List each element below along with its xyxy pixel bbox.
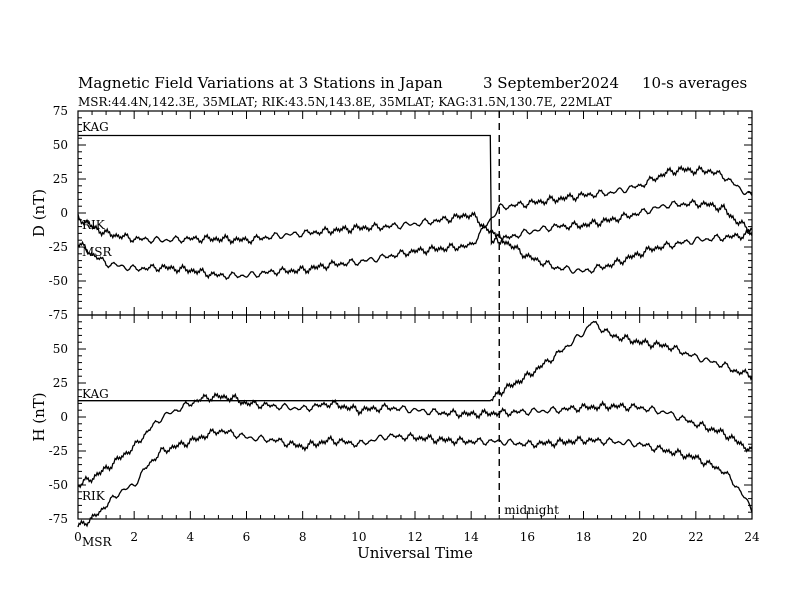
chart-date: 3 September2024 bbox=[483, 74, 619, 92]
x-axis-label: Universal Time bbox=[357, 544, 473, 562]
panel-0: 75 50 25 0 -25 -50 -75 D (nT) KAG RIK MSR bbox=[30, 104, 753, 322]
y-tick-label: -50 bbox=[49, 274, 68, 288]
x-tick-label: 2 bbox=[130, 530, 138, 544]
x-tick-label: 12 bbox=[407, 530, 422, 544]
chart-averaging: 10-s averages bbox=[642, 74, 747, 92]
y-tick-label: -25 bbox=[49, 240, 68, 254]
station-label-kag: KAG bbox=[82, 120, 109, 134]
y-tick-label: 50 bbox=[53, 342, 68, 356]
y-tick-label: 50 bbox=[53, 138, 68, 152]
series-line-kag bbox=[78, 320, 753, 402]
y-axis-label: D (nT) bbox=[30, 189, 48, 237]
station-label-rik: RIK bbox=[82, 489, 106, 503]
x-tick-label: 22 bbox=[688, 530, 703, 544]
x-tick-label: 18 bbox=[576, 530, 591, 544]
x-tick-label: 20 bbox=[632, 530, 647, 544]
x-tick-label: 14 bbox=[464, 530, 480, 544]
chart-title: Magnetic Field Variations at 3 Stations … bbox=[78, 74, 443, 92]
chart-subtitle: MSR:44.4N,142.3E, 35MLAT; RIK:43.5N,143.… bbox=[78, 95, 612, 109]
y-tick-label: -25 bbox=[49, 444, 68, 458]
series-line-msr bbox=[77, 427, 753, 528]
panel-frame bbox=[77, 110, 753, 316]
y-tick-label: 0 bbox=[60, 410, 68, 424]
x-tick-label: 8 bbox=[299, 530, 307, 544]
series-line-kag bbox=[78, 134, 753, 275]
panel-1: 50 25 0 -25 -50 -75 H (nT) KAG RIK MSR bbox=[30, 314, 753, 549]
midnight-label: midnight bbox=[504, 503, 559, 517]
x-tick-label: 16 bbox=[520, 530, 535, 544]
x-tick-label: 6 bbox=[243, 530, 251, 544]
series-line-msr bbox=[77, 164, 753, 281]
station-label-rik: RIK bbox=[82, 218, 106, 232]
x-tick-label: 24 bbox=[744, 530, 760, 544]
y-axis-label: H (nT) bbox=[30, 392, 48, 441]
y-tick-label: -75 bbox=[49, 308, 68, 322]
panels-group: 75 50 25 0 -25 -50 -75 D (nT) KAG RIK MSR 50 25 0 -25 -… bbox=[30, 104, 760, 549]
series-line-rik bbox=[77, 198, 753, 246]
station-label-kag: KAG bbox=[82, 387, 109, 401]
x-tick-label: 4 bbox=[187, 530, 195, 544]
y-tick-label: -75 bbox=[49, 512, 68, 526]
station-label-msr: MSR bbox=[82, 245, 113, 259]
x-tick-label: 0 bbox=[74, 530, 82, 544]
y-tick-label: -50 bbox=[49, 478, 68, 492]
x-tick-label: 10 bbox=[351, 530, 366, 544]
y-tick-label: 0 bbox=[60, 206, 68, 220]
station-label-msr: MSR bbox=[82, 535, 113, 549]
panel-frame bbox=[77, 314, 753, 520]
y-tick-label: 25 bbox=[53, 172, 68, 186]
y-tick-label: 25 bbox=[53, 376, 68, 390]
y-tick-label: 75 bbox=[53, 104, 68, 118]
series-line-rik bbox=[77, 391, 753, 489]
